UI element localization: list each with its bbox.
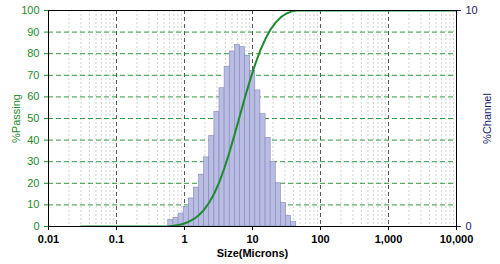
svg-text:%Channel: %Channel (481, 93, 493, 144)
svg-text:30: 30 (27, 155, 39, 167)
svg-text:0: 0 (466, 220, 472, 232)
svg-text:10: 10 (466, 4, 478, 16)
svg-text:50: 50 (27, 112, 39, 124)
svg-text:10: 10 (246, 233, 258, 245)
svg-text:100: 100 (311, 233, 329, 245)
svg-text:0.1: 0.1 (109, 233, 124, 245)
svg-text:40: 40 (27, 134, 39, 146)
svg-text:80: 80 (27, 47, 39, 59)
svg-text:10: 10 (27, 198, 39, 210)
svg-text:90: 90 (27, 26, 39, 38)
svg-text:20: 20 (27, 177, 39, 189)
svg-text:100: 100 (21, 4, 39, 16)
svg-text:60: 60 (27, 90, 39, 102)
svg-text:Size(Microns): Size(Microns) (217, 247, 289, 259)
svg-text:1,000: 1,000 (375, 233, 403, 245)
svg-text:70: 70 (27, 69, 39, 81)
svg-text:0.01: 0.01 (38, 233, 59, 245)
svg-text:10,000: 10,000 (440, 233, 474, 245)
svg-text:%Passing: %Passing (10, 94, 22, 143)
svg-text:0: 0 (33, 220, 39, 232)
svg-text:1: 1 (181, 233, 187, 245)
